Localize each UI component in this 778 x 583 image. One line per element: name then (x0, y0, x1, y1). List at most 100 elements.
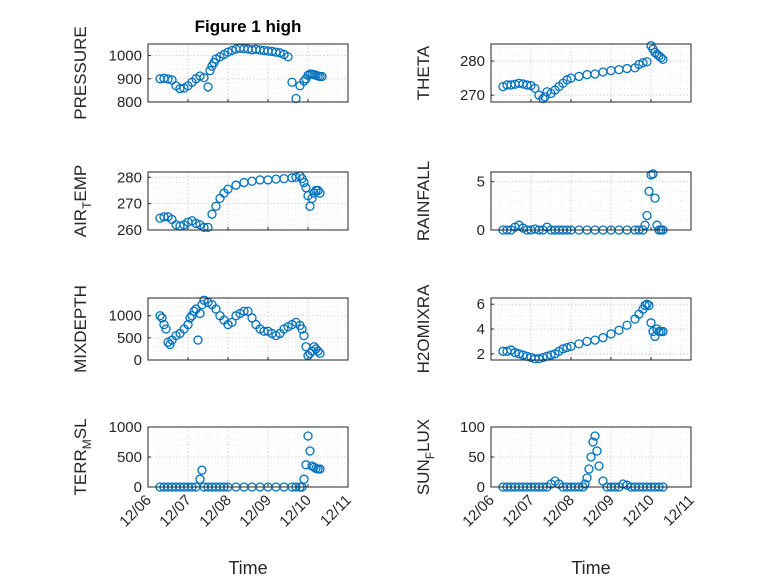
data-point (640, 220, 650, 230)
data-point (303, 431, 313, 441)
data-point (165, 339, 175, 350)
y-tick-label: 4 (477, 321, 485, 338)
data-point (644, 300, 654, 311)
data-point (199, 222, 209, 233)
data-point (315, 188, 325, 198)
data-point (291, 93, 301, 104)
data-point (590, 335, 600, 345)
y-axis-label-main: SUN (414, 459, 433, 495)
y-tick-label: 0 (477, 479, 485, 496)
data-point (211, 201, 221, 211)
data-point (586, 452, 596, 462)
data-point (622, 320, 632, 330)
y-axis-label-rest: SL (71, 418, 90, 439)
axes-frame (490, 426, 692, 488)
data-point (644, 186, 654, 196)
y-axis-label: AIRTEMP (71, 165, 94, 238)
data-point (305, 446, 315, 456)
data-point (534, 354, 544, 364)
data-point (195, 308, 205, 319)
y-tick-label: 1000 (109, 419, 142, 436)
y-axis-label-subscript: F (423, 452, 437, 459)
data-point (582, 473, 592, 483)
data-point (618, 479, 628, 489)
data-point (580, 479, 590, 489)
y-tick-label: 1000 (109, 48, 142, 65)
data-point (622, 63, 632, 74)
data-point (185, 313, 195, 323)
data-point (275, 48, 285, 58)
y-tick-label: 900 (117, 71, 142, 88)
x-tick-label: 12/10 (619, 492, 658, 531)
data-point (590, 431, 600, 441)
y-tick-label: 500 (117, 330, 142, 347)
x-tick-label: 12/07 (156, 492, 195, 531)
axes-frame (147, 43, 349, 103)
y-tick-label: 0 (477, 222, 485, 239)
data-point (197, 465, 207, 475)
x-tick-label: 12/09 (579, 492, 618, 531)
data-point (193, 335, 203, 345)
x-axis-label: Time (571, 558, 610, 578)
data-point (574, 71, 584, 82)
subplot-theta: 270 280 THETA (414, 41, 692, 104)
figure-title: Figure 1 high (195, 17, 302, 36)
y-axis-label-main: TERR (71, 449, 90, 495)
axes-frame (147, 171, 349, 231)
data-point (313, 185, 323, 196)
y-axis-label: SUNFLUX (414, 419, 437, 495)
data-point (558, 344, 568, 354)
data-point (215, 193, 225, 204)
data-point (566, 341, 576, 352)
x-tick-label: 12/06 (459, 492, 498, 531)
subplot-h2omixra: 2 4 6 H2OMIXRA (414, 284, 692, 373)
x-tick-label: 12/09 (236, 492, 275, 531)
data-point (231, 180, 241, 190)
y-axis-label-rest: EMP (71, 165, 90, 202)
data-point (584, 464, 594, 474)
data-point (299, 177, 309, 188)
data-point (247, 176, 257, 186)
data-point (157, 313, 167, 323)
data-point (203, 222, 213, 233)
data-point (518, 350, 528, 360)
x-tick-label: 12/07 (499, 492, 538, 531)
data-point (640, 300, 650, 311)
y-axis-label: TERRMSL (71, 418, 94, 495)
x-tick-label: 12/08 (539, 492, 578, 531)
data-point (614, 325, 624, 335)
axes-frame (490, 297, 692, 361)
data-point (203, 82, 213, 92)
data-point (297, 324, 307, 334)
y-tick-label: 5 (477, 174, 485, 191)
y-tick-label: 280 (117, 169, 142, 186)
axes-frame (147, 426, 349, 488)
axes-frame (147, 297, 349, 361)
data-point (283, 52, 293, 62)
y-tick-label: 280 (460, 53, 485, 70)
axes-frame (490, 171, 692, 231)
data-point (243, 306, 253, 316)
subplot-rainfall: 0 5 RAINFALL (414, 161, 692, 241)
data-point (606, 329, 616, 339)
data-point (562, 342, 572, 353)
subplot-sun-flux: 0 50 100 SUNFLUX 12/06 12/07 12/08 12/09 12/10 12… (414, 419, 698, 578)
data-point (313, 346, 323, 356)
data-point (658, 326, 668, 337)
data-point (315, 464, 325, 474)
data-point (546, 350, 556, 360)
data-point (175, 83, 185, 94)
data-point (299, 474, 309, 484)
y-axis-label: H2OMIXRA (414, 284, 433, 373)
data-point (642, 210, 652, 221)
data-point (291, 172, 301, 182)
data-point (159, 319, 169, 330)
subplot-pressure: 800 900 1000 PRESSURE Figure 1 high (71, 17, 349, 120)
data-point (594, 461, 604, 471)
subplot-air-temp: 260 270 280 AIRTEMP (71, 165, 349, 239)
y-axis-label: RAINFALL (414, 161, 433, 241)
y-tick-label: 270 (460, 87, 485, 104)
data-point (650, 193, 660, 203)
data-point (223, 47, 233, 57)
